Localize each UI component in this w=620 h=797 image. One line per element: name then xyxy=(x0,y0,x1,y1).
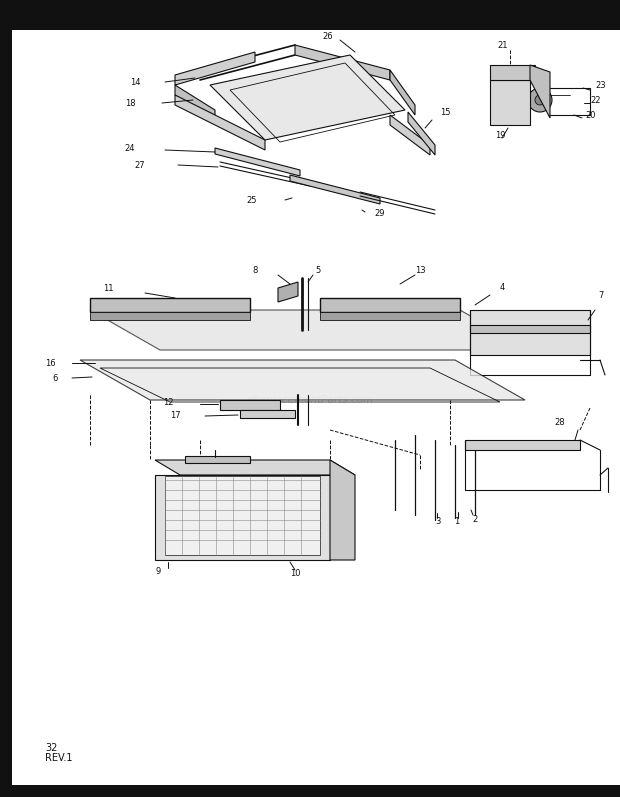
Polygon shape xyxy=(175,85,215,120)
Text: REV.1: REV.1 xyxy=(45,753,73,763)
Text: 22: 22 xyxy=(590,96,601,104)
Circle shape xyxy=(535,95,545,105)
Text: 12: 12 xyxy=(162,398,173,406)
Text: 11: 11 xyxy=(103,284,113,292)
Text: 7: 7 xyxy=(598,290,603,300)
Text: 14: 14 xyxy=(130,77,140,87)
Text: 17: 17 xyxy=(170,410,180,419)
Polygon shape xyxy=(330,460,355,560)
Polygon shape xyxy=(90,310,530,350)
Polygon shape xyxy=(470,325,590,333)
Text: 5: 5 xyxy=(316,265,321,274)
Text: 8: 8 xyxy=(252,265,258,274)
Text: 21: 21 xyxy=(498,41,508,49)
Text: 15: 15 xyxy=(440,108,451,116)
Polygon shape xyxy=(390,70,415,115)
Polygon shape xyxy=(215,148,300,176)
Text: 24: 24 xyxy=(125,143,135,152)
Text: 27: 27 xyxy=(135,160,145,170)
Polygon shape xyxy=(155,460,355,475)
Text: 9: 9 xyxy=(155,567,160,576)
Polygon shape xyxy=(490,65,535,80)
Text: eReplacementParts.com: eReplacementParts.com xyxy=(246,395,374,405)
Polygon shape xyxy=(220,400,280,410)
FancyBboxPatch shape xyxy=(0,0,620,30)
Text: 1: 1 xyxy=(454,517,459,527)
Text: 23: 23 xyxy=(595,80,606,89)
Polygon shape xyxy=(408,112,435,155)
Text: 16: 16 xyxy=(45,359,55,367)
Text: 13: 13 xyxy=(415,265,425,274)
Polygon shape xyxy=(320,298,460,312)
Polygon shape xyxy=(165,476,320,555)
Polygon shape xyxy=(530,65,550,118)
Text: 28: 28 xyxy=(555,418,565,426)
Polygon shape xyxy=(185,456,250,463)
Polygon shape xyxy=(80,360,525,400)
FancyBboxPatch shape xyxy=(0,785,620,797)
Text: 4: 4 xyxy=(499,282,505,292)
Polygon shape xyxy=(240,410,295,418)
Text: 26: 26 xyxy=(322,32,334,41)
Circle shape xyxy=(528,88,552,112)
Polygon shape xyxy=(295,45,390,80)
Polygon shape xyxy=(278,282,298,302)
Text: 3: 3 xyxy=(435,517,441,527)
Polygon shape xyxy=(390,115,430,155)
Text: 2: 2 xyxy=(472,516,477,524)
Polygon shape xyxy=(490,80,530,125)
Text: 29: 29 xyxy=(374,209,385,218)
Polygon shape xyxy=(320,312,460,320)
Polygon shape xyxy=(175,52,255,85)
Polygon shape xyxy=(90,312,250,320)
Polygon shape xyxy=(290,175,380,204)
Polygon shape xyxy=(155,475,330,560)
Polygon shape xyxy=(470,310,590,355)
Polygon shape xyxy=(210,55,405,140)
Text: 19: 19 xyxy=(495,131,505,139)
FancyBboxPatch shape xyxy=(0,0,12,797)
Polygon shape xyxy=(465,440,580,450)
Text: 32: 32 xyxy=(45,743,58,753)
Text: 25: 25 xyxy=(247,195,257,205)
Text: 10: 10 xyxy=(290,568,301,578)
Polygon shape xyxy=(175,95,265,150)
Text: 20: 20 xyxy=(585,111,595,120)
Text: 6: 6 xyxy=(52,374,58,383)
Polygon shape xyxy=(90,298,250,312)
Text: 18: 18 xyxy=(125,99,135,108)
